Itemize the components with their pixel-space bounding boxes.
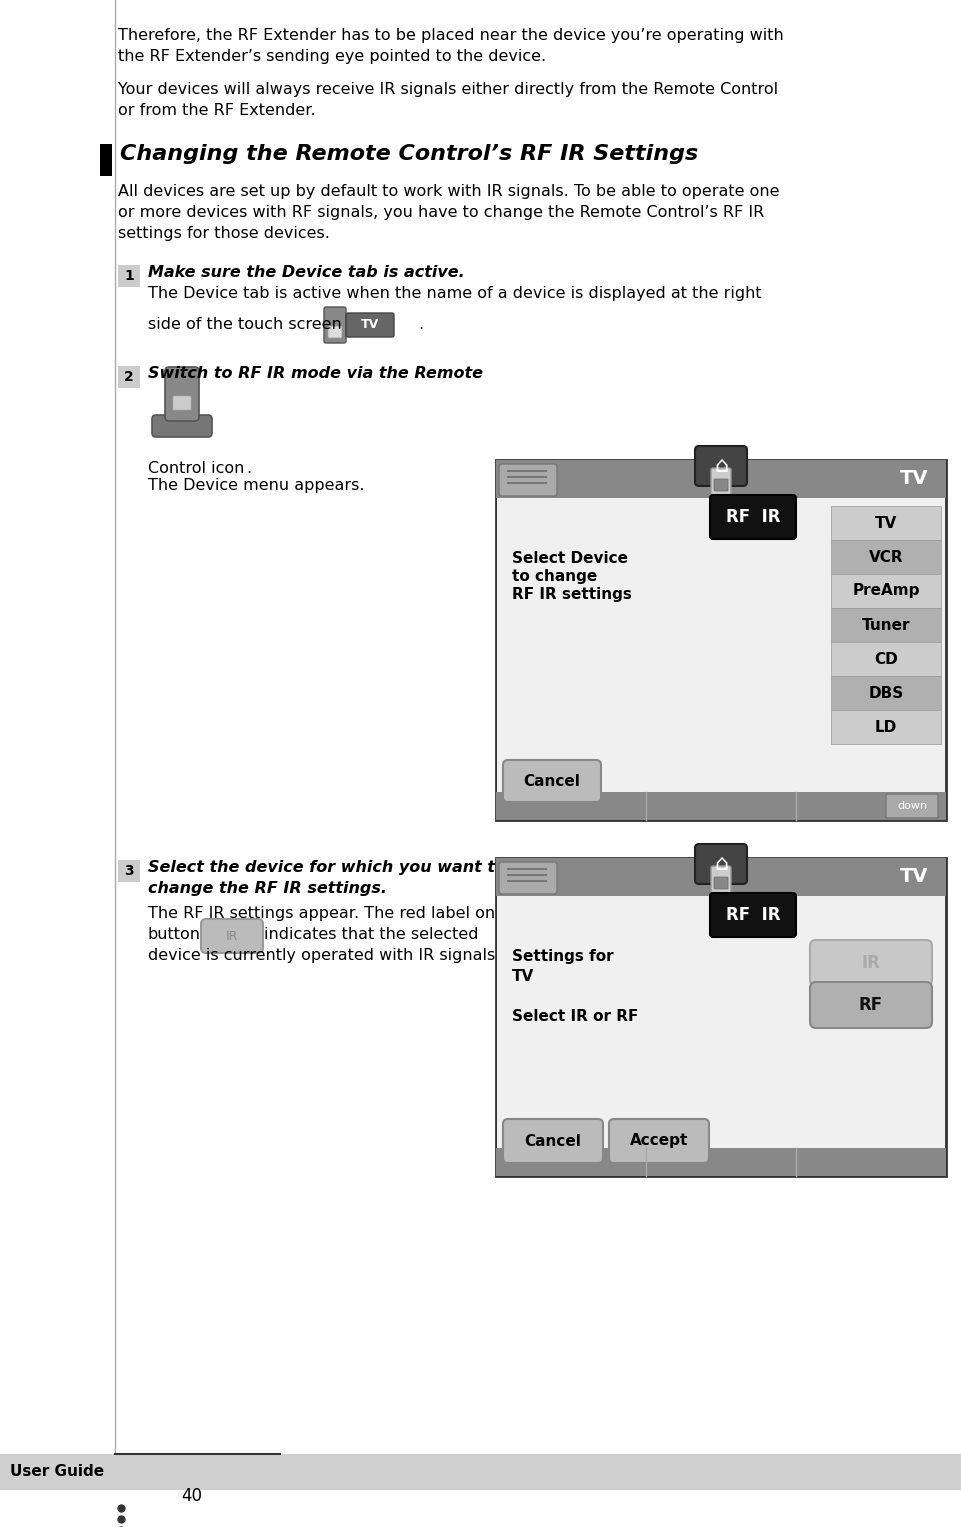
Text: settings for those devices.: settings for those devices. [118,226,330,241]
Text: The RF IR settings appear. The red label on the: The RF IR settings appear. The red label… [148,906,526,921]
Text: device is currently operated with IR signals.: device is currently operated with IR sig… [148,948,500,964]
Text: Select IR or RF: Select IR or RF [511,1009,638,1025]
Bar [496,858,945,896]
Bar [0,1454,961,1490]
FancyBboxPatch shape [809,941,931,986]
Text: TV: TV [360,319,379,331]
FancyBboxPatch shape [201,919,262,953]
FancyBboxPatch shape [328,325,342,337]
Text: down: down [896,802,926,811]
Bar [830,641,940,676]
Text: Tuner: Tuner [861,617,909,632]
Text: or more devices with RF signals, you have to change the Remote Control’s RF IR: or more devices with RF signals, you hav… [118,205,763,220]
Bar [496,858,945,1176]
Text: Switch to RF IR mode via the Remote: Switch to RF IR mode via the Remote [148,366,482,382]
FancyBboxPatch shape [713,876,727,889]
FancyBboxPatch shape [173,395,191,411]
FancyBboxPatch shape [694,844,747,884]
FancyBboxPatch shape [503,1119,603,1164]
Bar [830,574,940,608]
Text: .: . [418,318,423,331]
Text: Therefore, the RF Extender has to be placed near the device you’re operating wit: Therefore, the RF Extender has to be pla… [118,27,783,43]
Text: Settings for: Settings for [511,948,613,964]
FancyBboxPatch shape [709,495,795,539]
FancyBboxPatch shape [885,794,937,818]
Bar [830,710,940,744]
Text: Cancel: Cancel [523,774,579,788]
Bar [100,144,111,176]
FancyBboxPatch shape [346,313,394,337]
Text: Cancel: Cancel [524,1133,580,1148]
Bar [830,541,940,574]
Text: change the RF IR settings.: change the RF IR settings. [148,881,386,896]
FancyBboxPatch shape [710,866,730,893]
Text: or from the RF Extender.: or from the RF Extender. [118,102,315,118]
FancyBboxPatch shape [324,307,346,344]
Text: the RF Extender’s sending eye pointed to the device.: the RF Extender’s sending eye pointed to… [118,49,546,64]
FancyBboxPatch shape [809,982,931,1028]
Bar [118,860,140,883]
Text: RF  IR: RF IR [725,906,779,924]
Text: Select the device for which you want to: Select the device for which you want to [148,860,505,875]
Text: Your devices will always receive IR signals either directly from the Remote Cont: Your devices will always receive IR sign… [118,82,777,98]
Text: 1: 1 [124,269,134,282]
Text: Control icon: Control icon [148,461,244,476]
FancyBboxPatch shape [499,464,556,496]
Text: 2: 2 [124,370,134,383]
Bar [118,266,140,287]
FancyBboxPatch shape [694,446,747,486]
Bar [830,608,940,641]
Text: Changing the Remote Control’s RF IR Settings: Changing the Remote Control’s RF IR Sett… [120,144,698,163]
FancyBboxPatch shape [165,366,199,421]
FancyBboxPatch shape [499,863,556,893]
Text: DBS: DBS [868,686,902,701]
Text: RF: RF [858,996,882,1014]
Text: RF IR settings: RF IR settings [511,586,631,602]
Text: RF  IR: RF IR [725,508,779,525]
Text: Make sure the Device tab is active.: Make sure the Device tab is active. [148,266,464,279]
FancyBboxPatch shape [608,1119,708,1164]
FancyBboxPatch shape [713,479,727,492]
Text: The Device tab is active when the name of a device is displayed at the right: The Device tab is active when the name o… [148,286,761,301]
Text: TV: TV [511,970,533,983]
Text: button: button [148,927,201,942]
Text: CD: CD [874,652,897,666]
Text: LD: LD [874,719,897,734]
Text: TV: TV [874,516,897,530]
Text: ⌂: ⌂ [713,457,727,476]
Bar [496,460,945,820]
FancyBboxPatch shape [152,415,211,437]
Text: Accept: Accept [629,1133,687,1148]
Text: ⌂: ⌂ [713,854,727,873]
Bar [497,860,944,1174]
Bar [496,793,945,820]
Text: PreAmp: PreAmp [851,583,919,599]
Text: to change: to change [511,570,597,583]
FancyBboxPatch shape [709,893,795,938]
Text: TV: TV [899,867,927,887]
Text: indicates that the selected: indicates that the selected [263,927,478,942]
Text: IR: IR [226,930,238,942]
Text: All devices are set up by default to work with IR signals. To be able to operate: All devices are set up by default to wor… [118,183,778,199]
Bar [830,505,940,541]
Text: TV: TV [899,469,927,489]
Text: The Device menu appears.: The Device menu appears. [148,478,364,493]
FancyBboxPatch shape [503,760,601,802]
Bar [830,676,940,710]
Bar [496,460,945,498]
Text: User Guide: User Guide [10,1464,104,1480]
Text: side of the touch screen: side of the touch screen [148,318,341,331]
Text: IR: IR [861,954,879,973]
Text: VCR: VCR [868,550,902,565]
Text: 3: 3 [124,864,134,878]
Bar [496,1148,945,1176]
FancyBboxPatch shape [710,467,730,496]
Bar [118,366,140,388]
Text: 40: 40 [182,1487,202,1506]
Text: Select Device: Select Device [511,551,628,567]
Text: .: . [246,461,251,476]
Bar [497,461,944,818]
